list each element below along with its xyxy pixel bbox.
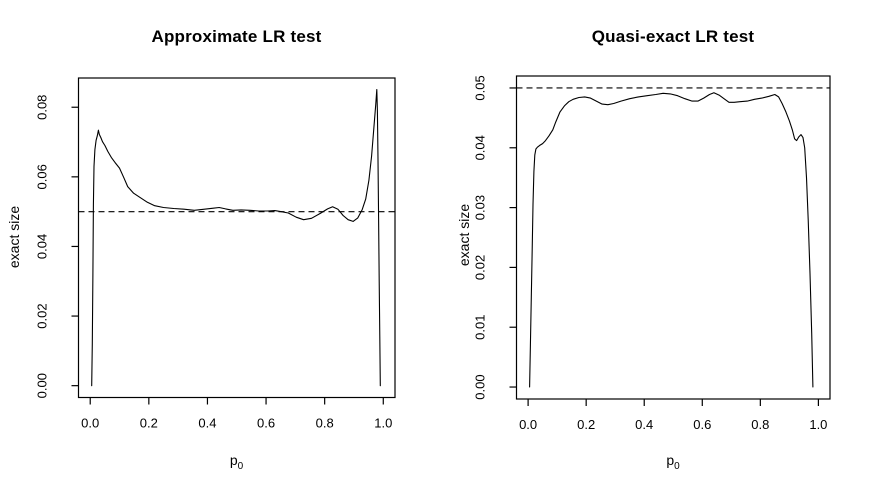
- plot-title: Approximate LR test: [151, 27, 322, 46]
- x-tick-label: 0.4: [198, 416, 216, 431]
- data-curve: [529, 92, 814, 388]
- x-axis-label-subscript: 0: [674, 460, 680, 472]
- y-tick-label: 0.06: [35, 164, 50, 189]
- x-tick-label: 0.6: [257, 416, 275, 431]
- y-tick-label: 0.02: [473, 255, 488, 280]
- x-axis-label: p0: [516, 452, 830, 472]
- y-tick-label: 0.00: [35, 373, 50, 398]
- x-tick-label: 1.0: [374, 416, 392, 431]
- plot-approximate-lr-test: Approximate LR test 0.0 0.2 0.4 0.6 0.8 1.0 0.…: [6, 27, 396, 472]
- y-tick-label: 0.08: [35, 95, 50, 120]
- y-tick-label: 0.04: [473, 135, 488, 160]
- plot-canvas-approximate: 0.0 0.2 0.4 0.6 0.8 1.0 0.00 0.02 0.04 0.06 0.08: [35, 77, 396, 431]
- x-tick-label: 0.2: [140, 416, 158, 431]
- x-tick-label: 1.0: [809, 417, 827, 432]
- x-tick-label: 0.2: [577, 417, 595, 432]
- x-axis-label-subscript: 0: [237, 460, 244, 472]
- x-axis-label: p0: [78, 452, 395, 472]
- y-axis-label: exact size: [456, 203, 472, 267]
- y-tick-label: 0.05: [473, 75, 488, 100]
- y-tick-label: 0.03: [473, 195, 488, 220]
- plot-box: [515, 75, 831, 400]
- x-tick-label: 0.8: [316, 416, 334, 431]
- y-axis-label: exact size: [6, 205, 22, 269]
- data-curve: [91, 88, 381, 387]
- x-tick-label: 0.8: [751, 417, 769, 432]
- x-tick-label: 0.6: [693, 417, 711, 432]
- y-tick-label: 0.02: [35, 303, 50, 328]
- y-tick-label: 0.01: [473, 315, 488, 340]
- y-tick-label: 0.04: [35, 234, 50, 259]
- y-tick-label: 0.00: [473, 374, 488, 399]
- x-axis-label-base: p: [229, 452, 238, 468]
- x-tick-label: 0.0: [519, 417, 537, 432]
- x-tick-label: 0.0: [81, 416, 99, 431]
- plot-box: [77, 77, 396, 399]
- plot-canvas-quasi-exact: 0.0 0.2 0.4 0.6 0.8 1.0 0.00 0.01 0.02 0.03 0.04 0.…: [473, 75, 831, 432]
- plot-title: Quasi-exact LR test: [591, 27, 755, 46]
- plot-quasi-exact-lr-test: Quasi-exact LR test 0.0 0.2 0.4 0.6 0.8 1.0 0.…: [436, 0, 872, 496]
- x-axis-label-base: p: [666, 452, 675, 468]
- x-tick-label: 0.4: [635, 417, 653, 432]
